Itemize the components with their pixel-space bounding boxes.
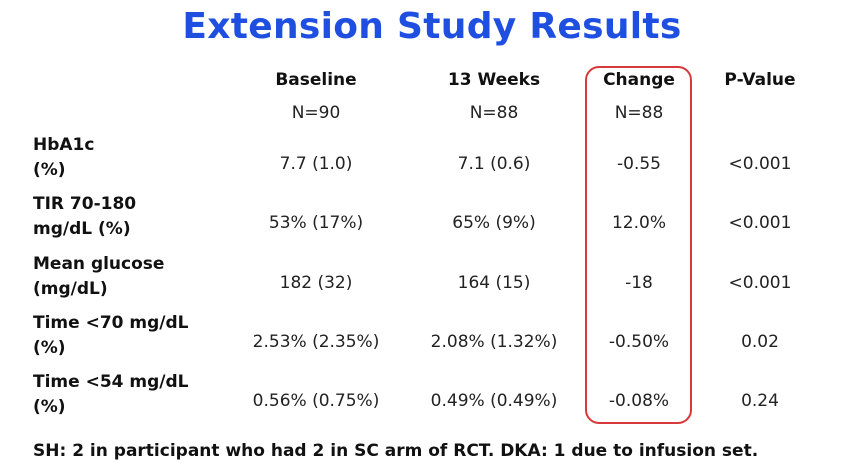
row-time-below-54-p-value: 0.24 bbox=[741, 391, 779, 411]
column-header-change: Change bbox=[603, 70, 675, 90]
column-header-13-weeks: 13 Weeks bbox=[447, 70, 541, 90]
row-time-below-70-change: -0.50% bbox=[608, 332, 670, 352]
row-label-line2: mg/dL (%) bbox=[33, 219, 131, 239]
row-label-line2: (%) bbox=[33, 397, 66, 417]
n-baseline: N=90 bbox=[291, 103, 341, 123]
row-label-line1: Time <54 mg/dL bbox=[33, 372, 189, 392]
row-hba1c-p-value: <0.001 bbox=[728, 154, 792, 174]
row-label-line1: Mean glucose bbox=[33, 254, 165, 274]
row-time-below-54-baseline: 0.56% (0.75%) bbox=[252, 391, 380, 411]
slide-title: Extension Study Results bbox=[182, 6, 682, 47]
row-hba1c-change: -0.55 bbox=[617, 154, 661, 174]
row-label-line1: Time <70 mg/dL bbox=[33, 313, 189, 333]
row-tir-baseline: 53% (17%) bbox=[268, 213, 364, 233]
row-time-below-70-p-value: 0.02 bbox=[741, 332, 779, 352]
row-mean-glucose-change: -18 bbox=[625, 273, 653, 293]
row-label-tir: TIR 70-180 mg/dL (%) bbox=[33, 192, 136, 242]
row-label-hba1c: HbA1c (%) bbox=[33, 133, 94, 183]
row-time-below-54-change: -0.08% bbox=[608, 391, 670, 411]
row-label-time-below-70: Time <70 mg/dL (%) bbox=[33, 311, 189, 361]
row-time-below-70-baseline: 2.53% (2.35%) bbox=[252, 332, 380, 352]
row-mean-glucose-13-weeks: 164 (15) bbox=[457, 273, 531, 293]
n-change: N=88 bbox=[614, 103, 664, 123]
row-label-time-below-54: Time <54 mg/dL (%) bbox=[33, 370, 189, 420]
row-tir-p-value: <0.001 bbox=[728, 213, 792, 233]
row-time-below-54-13-weeks: 0.49% (0.49%) bbox=[430, 391, 558, 411]
n-13-weeks: N=88 bbox=[469, 103, 519, 123]
row-hba1c-baseline: 7.7 (1.0) bbox=[279, 154, 353, 174]
change-column-highlight bbox=[585, 66, 692, 424]
footnote: SH: 2 in participant who had 2 in SC arm… bbox=[33, 441, 759, 461]
row-hba1c-13-weeks: 7.1 (0.6) bbox=[457, 154, 531, 174]
row-tir-change: 12.0% bbox=[611, 213, 666, 233]
column-header-baseline: Baseline bbox=[275, 70, 357, 90]
column-header-p-value: P-Value bbox=[724, 70, 796, 90]
row-label-line2: (mg/dL) bbox=[33, 279, 108, 299]
row-label-line2: (%) bbox=[33, 160, 66, 180]
row-time-below-70-13-weeks: 2.08% (1.32%) bbox=[430, 332, 558, 352]
row-label-line1: HbA1c bbox=[33, 135, 95, 155]
row-mean-glucose-p-value: <0.001 bbox=[728, 273, 792, 293]
row-label-line1: TIR 70-180 bbox=[33, 194, 137, 214]
row-label-line2: (%) bbox=[33, 338, 66, 358]
row-label-mean-glucose: Mean glucose (mg/dL) bbox=[33, 252, 164, 302]
row-tir-13-weeks: 65% (9%) bbox=[452, 213, 536, 233]
row-mean-glucose-baseline: 182 (32) bbox=[279, 273, 353, 293]
